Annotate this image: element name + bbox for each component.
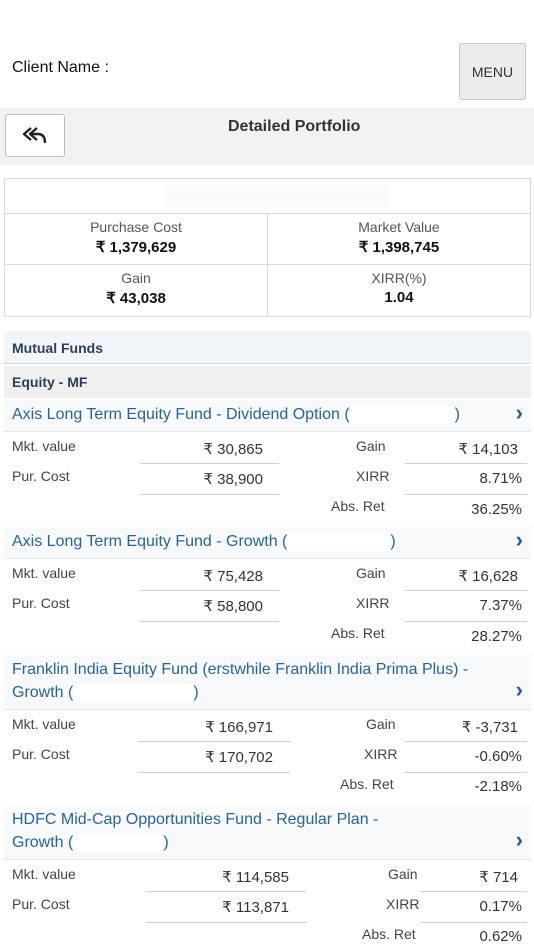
gain-label: Gain (356, 565, 386, 581)
gain-value: ₹ -3,731 (461, 719, 518, 736)
double-reply-arrow-icon (22, 126, 47, 143)
gain-value: ₹ 714 (479, 869, 518, 886)
fund-name[interactable]: Axis Long Term Equity Fund - Dividend Op… (12, 405, 460, 424)
menu-button[interactable]: MENU (459, 43, 526, 100)
pur-cost-label: Pur. Cost (12, 595, 70, 611)
market-value-value: ₹ 1,398,745 (358, 239, 440, 256)
chevron-right-icon[interactable]: › (515, 400, 523, 425)
category-title: Equity - MF (12, 374, 88, 390)
abs-ret-value: 36.25% (471, 501, 522, 518)
gain-value: ₹ 43,038 (106, 290, 166, 307)
mkt-value: ₹ 30,865 (203, 441, 263, 458)
fund-name[interactable]: Axis Long Term Equity Fund - Growth () (12, 532, 396, 551)
fund-name[interactable]: HDFC Mid-Cap Opportunities Fund - Regula… (12, 811, 379, 852)
fund-name[interactable]: Franklin India Equity Fund (erstwhile Fr… (12, 661, 469, 702)
page-title: Detailed Portfolio (228, 118, 361, 135)
xirr-value: 0.17% (479, 898, 522, 915)
pur-cost-value: ₹ 38,900 (203, 471, 263, 488)
pur-cost-value: ₹ 58,800 (203, 598, 263, 615)
fund-header[interactable]: Axis Long Term Equity Fund - Dividend Op… (4, 400, 531, 432)
gain-label: Gain (356, 438, 386, 454)
abs-ret-label: Abs. Ret (340, 776, 394, 792)
pur-cost-label: Pur. Cost (12, 746, 70, 762)
pur-cost-value: ₹ 113,871 (222, 899, 289, 916)
abs-ret-value: 0.62% (479, 928, 522, 945)
fund-card[interactable]: Axis Long Term Equity Fund - Growth () ›… (4, 527, 531, 651)
fund-card[interactable]: Axis Long Term Equity Fund - Dividend Op… (4, 400, 531, 524)
abs-ret-label: Abs. Ret (362, 926, 416, 942)
back-button[interactable] (5, 114, 65, 157)
xirr-label: XIRR (356, 468, 390, 484)
abs-ret-value: -2.18% (474, 778, 522, 795)
xirr-value: 8.71% (479, 470, 522, 487)
mkt-value: ₹ 75,428 (203, 568, 263, 585)
fund-card[interactable]: Franklin India Equity Fund (erstwhile Fr… (4, 655, 531, 800)
redacted-area (165, 185, 390, 207)
xirr-value: 1.04 (384, 289, 414, 306)
client-name-label: Client Name : (12, 59, 109, 76)
market-value-label: Market Value (358, 219, 440, 235)
fund-header[interactable]: HDFC Mid-Cap Opportunities Fund - Regula… (4, 805, 531, 860)
abs-ret-value: 28.27% (471, 628, 522, 645)
pur-cost-value: ₹ 170,702 (205, 749, 273, 766)
portfolio-summary: Purchase Cost ₹ 1,379,629 Market Value ₹… (4, 178, 531, 317)
mkt-value-label: Mkt. value (12, 565, 76, 581)
mkt-value: ₹ 166,971 (205, 719, 273, 736)
mkt-value-label: Mkt. value (12, 866, 76, 882)
mkt-value: ₹ 114,585 (222, 869, 289, 886)
gain-value: ₹ 14,103 (458, 441, 518, 458)
section-mutual-funds: Mutual Funds (4, 331, 531, 364)
xirr-value: 7.37% (479, 597, 522, 614)
purchase-cost-cell: Purchase Cost ₹ 1,379,629 (5, 214, 267, 264)
chevron-right-icon[interactable]: › (515, 827, 523, 852)
pur-cost-label: Pur. Cost (12, 896, 70, 912)
gain-cell: Gain ₹ 43,038 (5, 265, 267, 316)
gain-label: Gain (121, 270, 151, 286)
xirr-value: -0.60% (474, 748, 522, 765)
abs-ret-label: Abs. Ret (331, 625, 385, 641)
xirr-label: XIRR(%) (371, 270, 427, 286)
summary-header (5, 179, 530, 214)
purchase-cost-value: ₹ 1,379,629 (95, 239, 177, 256)
fund-header[interactable]: Axis Long Term Equity Fund - Growth () › (4, 527, 531, 559)
fund-header[interactable]: Franklin India Equity Fund (erstwhile Fr… (4, 655, 531, 710)
xirr-label: XIRR (364, 746, 398, 762)
chevron-right-icon[interactable]: › (515, 677, 523, 702)
gain-label: Gain (388, 866, 418, 882)
fund-card[interactable]: HDFC Mid-Cap Opportunities Fund - Regula… (4, 805, 531, 950)
category-equity-mf: Equity - MF (4, 366, 531, 398)
top-bar: Client Name : MENU (0, 0, 534, 108)
market-value-cell: Market Value ₹ 1,398,745 (267, 214, 530, 264)
pur-cost-label: Pur. Cost (12, 468, 70, 484)
gain-label: Gain (366, 716, 396, 732)
gain-value: ₹ 16,628 (458, 568, 518, 585)
mkt-value-label: Mkt. value (12, 716, 76, 732)
chevron-right-icon[interactable]: › (515, 527, 523, 552)
xirr-cell: XIRR(%) 1.04 (267, 265, 530, 316)
abs-ret-label: Abs. Ret (331, 498, 385, 514)
xirr-label: XIRR (386, 896, 420, 912)
purchase-cost-label: Purchase Cost (90, 219, 182, 235)
section-title: Mutual Funds (12, 340, 103, 356)
sub-header: Detailed Portfolio (0, 108, 534, 165)
xirr-label: XIRR (356, 595, 390, 611)
mkt-value-label: Mkt. value (12, 438, 76, 454)
